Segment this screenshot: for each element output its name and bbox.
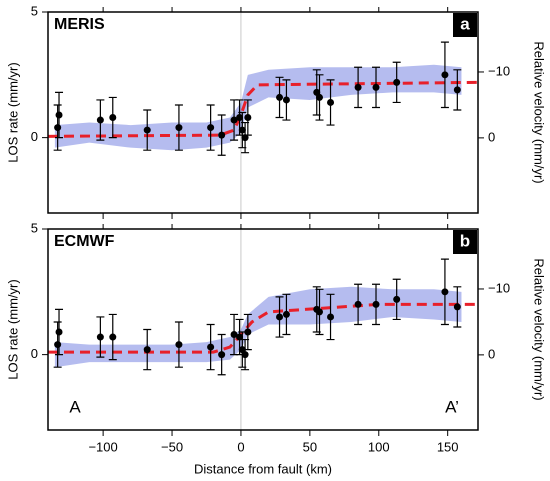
data-point	[453, 303, 461, 311]
data-point	[207, 343, 215, 351]
x-tick-label: 50	[303, 439, 317, 454]
y2-tick-label: 0	[488, 346, 495, 361]
data-point	[96, 333, 104, 341]
plot-frame	[47, 11, 479, 214]
y2-axis-label: Relative velocity (mm/yr)	[532, 258, 547, 400]
data-point	[175, 124, 183, 132]
data-point	[96, 116, 104, 124]
data-point	[143, 346, 151, 354]
data-point	[236, 114, 244, 122]
data-point	[354, 83, 362, 91]
data-point	[441, 71, 449, 79]
y-tick-label: 0	[31, 129, 38, 144]
data-point	[393, 78, 401, 86]
data-point	[441, 288, 449, 296]
data-point	[372, 300, 380, 308]
panel-label: b	[460, 231, 470, 250]
data-point	[109, 114, 117, 122]
y2-axis-label: Relative velocity (mm/yr)	[532, 41, 547, 183]
data-point	[238, 126, 246, 134]
data-point	[218, 131, 226, 139]
data-point	[316, 308, 324, 316]
profile-end: A’	[445, 397, 459, 416]
data-point	[244, 114, 252, 122]
data-point	[230, 331, 238, 339]
data-point	[175, 341, 183, 349]
data-point	[244, 328, 252, 336]
data-point	[241, 134, 249, 142]
y-axis-label: LOS rate (mm/yr)	[5, 62, 20, 162]
data-point	[276, 93, 284, 101]
panel-title: ECMWF	[54, 233, 115, 250]
data-point	[453, 86, 461, 94]
x-tick-label: −50	[161, 439, 183, 454]
data-point	[354, 300, 362, 308]
y-tick-label: 5	[31, 220, 38, 235]
panel-label: a	[460, 14, 470, 33]
x-tick-label: 150	[437, 439, 459, 454]
data-point	[54, 124, 62, 132]
y-tick-label: 5	[31, 3, 38, 18]
data-point	[327, 98, 335, 106]
data-point	[218, 351, 226, 359]
data-point	[236, 333, 244, 341]
data-point	[327, 313, 335, 321]
x-tick-label: 100	[368, 439, 390, 454]
scatter-cloud	[54, 286, 462, 368]
data-point	[55, 328, 63, 336]
y2-tick-label: −10	[488, 280, 510, 295]
data-point	[230, 116, 238, 124]
data-point	[282, 310, 290, 318]
data-point	[55, 111, 63, 119]
x-tick-label: −100	[88, 439, 117, 454]
data-point	[143, 126, 151, 134]
data-point	[241, 351, 249, 359]
data-point	[372, 83, 380, 91]
y-axis-label: LOS rate (mm/yr)	[5, 279, 20, 379]
data-point	[282, 96, 290, 104]
profile-start: A	[69, 397, 81, 416]
panel-label-box	[453, 13, 477, 37]
data-point	[207, 124, 215, 132]
y2-tick-label: 0	[488, 129, 495, 144]
plot-frame	[47, 228, 479, 431]
data-point	[276, 313, 284, 321]
data-point	[393, 295, 401, 303]
x-tick-label: 0	[237, 439, 244, 454]
data-point	[54, 341, 62, 349]
y2-tick-label: −10	[488, 63, 510, 78]
y-tick-label: 0	[31, 346, 38, 361]
panel-label-box	[453, 230, 477, 254]
data-point	[109, 333, 117, 341]
data-point	[316, 93, 324, 101]
x-axis-label: Distance from fault (km)	[194, 461, 332, 476]
panel-title: MERIS	[54, 16, 105, 33]
